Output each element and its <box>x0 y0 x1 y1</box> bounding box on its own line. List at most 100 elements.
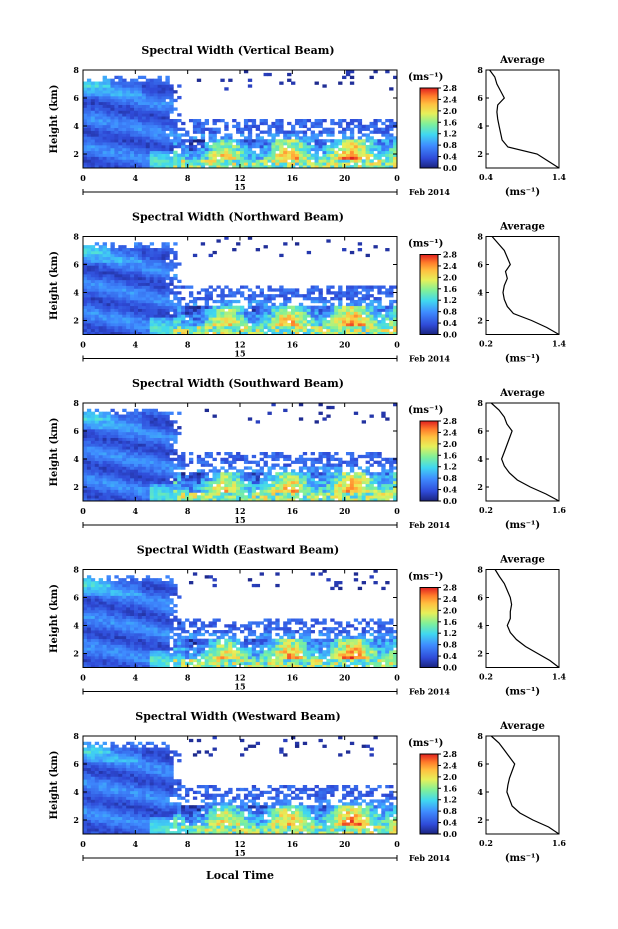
heatmap-cell <box>149 308 155 312</box>
heatmap-cell <box>94 661 100 666</box>
heatmap-cell <box>220 291 225 295</box>
heatmap-cell <box>365 308 370 312</box>
heatmap-cell <box>236 311 241 315</box>
heatmap-cell <box>228 136 233 140</box>
heatmap-cell <box>94 130 100 134</box>
heatmap-cell <box>208 159 213 163</box>
heatmap-cell <box>291 472 296 476</box>
heatmap-cell <box>114 480 119 485</box>
heatmap-cell <box>240 328 245 333</box>
heatmap-cell <box>157 469 162 473</box>
average-y-tick-label: 2 <box>477 482 483 492</box>
heatmap-cell <box>157 477 162 482</box>
heatmap-cell <box>204 454 210 459</box>
heatmap-cell <box>118 98 123 103</box>
heatmap-cell <box>314 136 319 140</box>
heatmap-cell <box>102 136 107 140</box>
heatmap-cell <box>188 486 194 490</box>
heatmap-cell <box>102 428 107 433</box>
heatmap-cell <box>349 469 355 473</box>
heatmap-cell <box>251 297 257 301</box>
heatmap-cell <box>322 331 327 335</box>
heatmap-cell <box>318 325 323 330</box>
heatmap-cell <box>393 322 398 327</box>
heatmap-cell <box>118 477 123 482</box>
heatmap-cell <box>357 147 363 152</box>
heatmap-cell <box>287 165 292 169</box>
x-tick-label: 8 <box>185 340 191 350</box>
heatmap-cell <box>114 87 119 91</box>
heatmap-cell <box>224 165 229 169</box>
heatmap-cell <box>345 70 351 74</box>
heatmap-cell <box>83 305 88 309</box>
heatmap-cell <box>302 463 308 467</box>
heatmap-cell <box>94 308 100 312</box>
heatmap-cell <box>86 630 92 634</box>
heatmap-cell <box>122 308 127 312</box>
heatmap-cell <box>86 498 92 502</box>
heatmap-cell <box>345 452 351 456</box>
heatmap-cell <box>369 302 374 307</box>
heatmap-cell <box>216 480 221 485</box>
average-y-tick-label: 2 <box>477 316 483 326</box>
heatmap-cell <box>275 454 280 459</box>
heatmap-cell <box>220 477 225 482</box>
heatmap-cell <box>185 314 190 318</box>
heatmap-cell <box>236 454 241 459</box>
heatmap-cell <box>90 650 96 654</box>
heatmap-cell <box>102 81 107 85</box>
heatmap-cell <box>345 475 351 479</box>
heatmap-cell <box>137 411 143 415</box>
heatmap-cell <box>169 265 174 269</box>
heatmap-cell <box>102 477 107 482</box>
heatmap-cell <box>385 469 390 473</box>
heatmap-cell <box>134 325 139 330</box>
heatmap-cell <box>259 320 264 324</box>
heatmap-cell <box>106 320 111 324</box>
heatmap-cell <box>322 159 327 163</box>
heatmap-cell <box>177 463 182 467</box>
heatmap-cell <box>224 127 229 131</box>
heatmap-cell <box>294 121 300 126</box>
heatmap-cell <box>122 285 127 289</box>
heatmap-cell <box>137 472 143 476</box>
heatmap-cell <box>385 291 390 295</box>
heatmap-cell <box>326 414 331 418</box>
heatmap-cell <box>216 322 221 327</box>
heatmap-cell <box>106 139 111 143</box>
heatmap-cell <box>122 449 127 453</box>
heatmap-cell <box>243 162 249 166</box>
heatmap-cell <box>188 314 194 318</box>
heatmap-cell <box>326 477 331 482</box>
heatmap-cell <box>90 463 96 467</box>
heatmap-cell <box>145 81 151 85</box>
heatmap-cell <box>377 480 382 485</box>
heatmap-cell <box>200 139 206 143</box>
heatmap-cell <box>106 664 111 668</box>
heatmap-cell <box>126 477 131 482</box>
heatmap-cell <box>251 325 257 330</box>
heatmap-cell <box>181 133 186 137</box>
heatmap-cell <box>232 153 237 157</box>
heatmap-cell <box>345 498 351 502</box>
heatmap-cell <box>236 320 241 324</box>
heatmap-cell <box>247 299 253 304</box>
heatmap-cell <box>228 305 233 309</box>
heatmap-cell <box>314 156 319 160</box>
heatmap-cell <box>353 119 359 123</box>
heatmap-cell <box>130 305 135 309</box>
heatmap-cell <box>83 420 88 424</box>
heatmap-cell <box>106 483 111 487</box>
heatmap-cell <box>114 317 119 321</box>
heatmap-cell <box>173 434 178 438</box>
heatmap-cell <box>98 609 104 614</box>
heatmap-cell <box>94 144 100 149</box>
heatmap-cell <box>369 317 374 321</box>
heatmap-cell <box>137 144 143 149</box>
heatmap-cell <box>196 127 202 131</box>
heatmap-cell <box>169 305 174 309</box>
heatmap-cell <box>349 308 355 312</box>
heatmap-cell <box>216 492 221 496</box>
heatmap-cell <box>83 142 88 146</box>
heatmap-cell <box>118 469 123 473</box>
